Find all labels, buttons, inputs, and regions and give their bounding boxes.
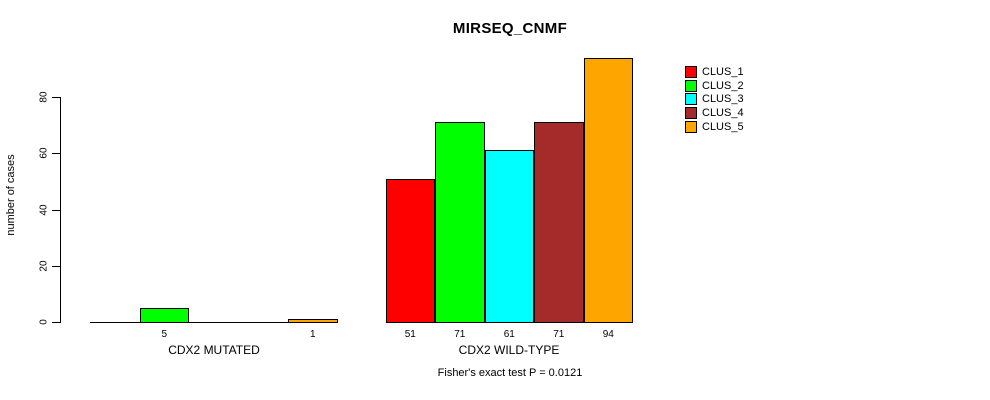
bar-clus_5-cdx2-wild-type [583, 57, 633, 323]
legend-row: CLUS_5 [685, 120, 744, 134]
bar-clus_3-cdx2-wild-type [484, 150, 534, 323]
y-tick-label: 0 [38, 319, 50, 325]
bar-clus_2-cdx2-mutated [139, 307, 189, 323]
y-tick-mark [52, 209, 60, 211]
chart-title: MIRSEQ_CNMF [452, 20, 568, 37]
legend-swatch-clus1 [685, 65, 697, 78]
y-axis-line [60, 97, 61, 323]
y-tick-mark [52, 97, 60, 98]
y-tick-mark [52, 265, 60, 267]
x-group-label-wildtype: CDX2 WILD-TYPE [458, 343, 560, 357]
bar-value-label: 1 [309, 329, 316, 340]
legend-row: CLUS_1 [685, 65, 744, 79]
bar-clus_5-cdx2-mutated [288, 319, 338, 323]
y-axis-label: number of cases [5, 154, 17, 236]
bar-value-label: 71 [454, 329, 466, 340]
bar-clus_4-cdx2-wild-type [534, 122, 584, 323]
y-tick-mark [52, 322, 60, 323]
legend-label: CLUS_2 [702, 79, 744, 92]
bar-clus_1-cdx2-wild-type [385, 178, 435, 323]
y-tick-label: 60 [38, 147, 50, 159]
y-tick-label: 40 [38, 203, 50, 216]
x-axis-baseline [90, 322, 338, 323]
legend-label: CLUS_4 [702, 107, 744, 120]
fisher-test-annotation: Fisher's exact test P = 0.0121 [437, 367, 583, 379]
bar-value-label: 71 [553, 329, 565, 340]
legend-label: CLUS_5 [702, 121, 744, 134]
legend-row: CLUS_2 [685, 79, 744, 93]
legend-swatch-clus5 [685, 121, 697, 134]
x-group-label-mutated: CDX2 MUTATED [168, 343, 260, 357]
legend-swatch-clus4 [685, 107, 697, 120]
legend-swatch-clus2 [685, 79, 697, 92]
legend: CLUS_1 CLUS_2 CLUS_3 CLUS_4 CLUS_5 [685, 65, 744, 134]
legend-label: CLUS_3 [702, 93, 744, 106]
legend-row: CLUS_4 [685, 106, 744, 120]
bar-value-label: 94 [602, 329, 614, 340]
legend-row: CLUS_3 [685, 93, 744, 107]
legend-swatch-clus3 [685, 93, 697, 106]
y-tick-label: 80 [38, 91, 50, 103]
bar-value-label: 61 [503, 329, 515, 340]
bar-clus_2-cdx2-wild-type [435, 122, 485, 323]
bar-value-label: 51 [404, 329, 416, 340]
legend-label: CLUS_1 [702, 65, 744, 78]
y-tick-label: 20 [38, 260, 50, 272]
y-tick-mark [52, 153, 60, 155]
bar-value-label: 5 [161, 329, 168, 340]
